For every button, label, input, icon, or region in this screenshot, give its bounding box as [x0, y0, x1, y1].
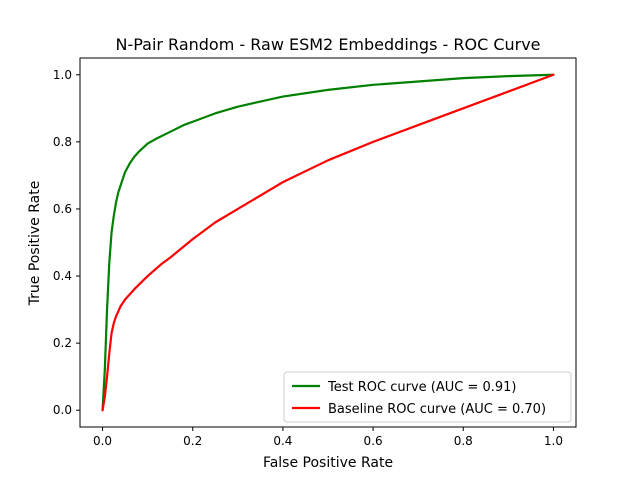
y-tick-label: 1.0: [53, 68, 72, 82]
series-line-test: [101, 73, 555, 412]
legend-label: Baseline ROC curve (AUC = 0.70): [328, 402, 546, 417]
y-tick-label: 0.2: [53, 336, 72, 350]
y-tick-label: 0.6: [53, 202, 72, 216]
y-axis-ticks: 0.0 0.2 0.4 0.6 0.8 1.0: [53, 68, 80, 417]
x-tick-label: 0.4: [273, 434, 292, 448]
y-tick-label: 0.0: [53, 403, 72, 417]
series-line-baseline: [101, 73, 555, 412]
x-tick-label: 0.2: [183, 434, 202, 448]
legend-box: [283, 371, 572, 423]
x-tick-label: 0.0: [93, 434, 112, 448]
y-tick-label: 0.8: [53, 135, 72, 149]
x-tick-label: 0.6: [364, 434, 383, 448]
x-tick-label: 0.8: [454, 434, 473, 448]
y-axis-label: True Positive Rate: [27, 181, 43, 307]
legend: Test ROC curve (AUC = 0.91) Baseline ROC …: [283, 371, 572, 423]
x-tick-label: 1.0: [544, 434, 563, 448]
plot-area: [79, 57, 577, 428]
x-axis-label: False Positive Rate: [263, 455, 393, 471]
chart-title: N-Pair Random - Raw ESM2 Embeddings - RO…: [115, 35, 540, 54]
legend-label: Test ROC curve (AUC = 0.91): [327, 380, 517, 395]
axes-frame: [79, 57, 577, 428]
x-axis-ticks: 0.0 0.2 0.4 0.6 0.8 1.0: [93, 427, 563, 448]
y-tick-label: 0.4: [53, 269, 72, 283]
